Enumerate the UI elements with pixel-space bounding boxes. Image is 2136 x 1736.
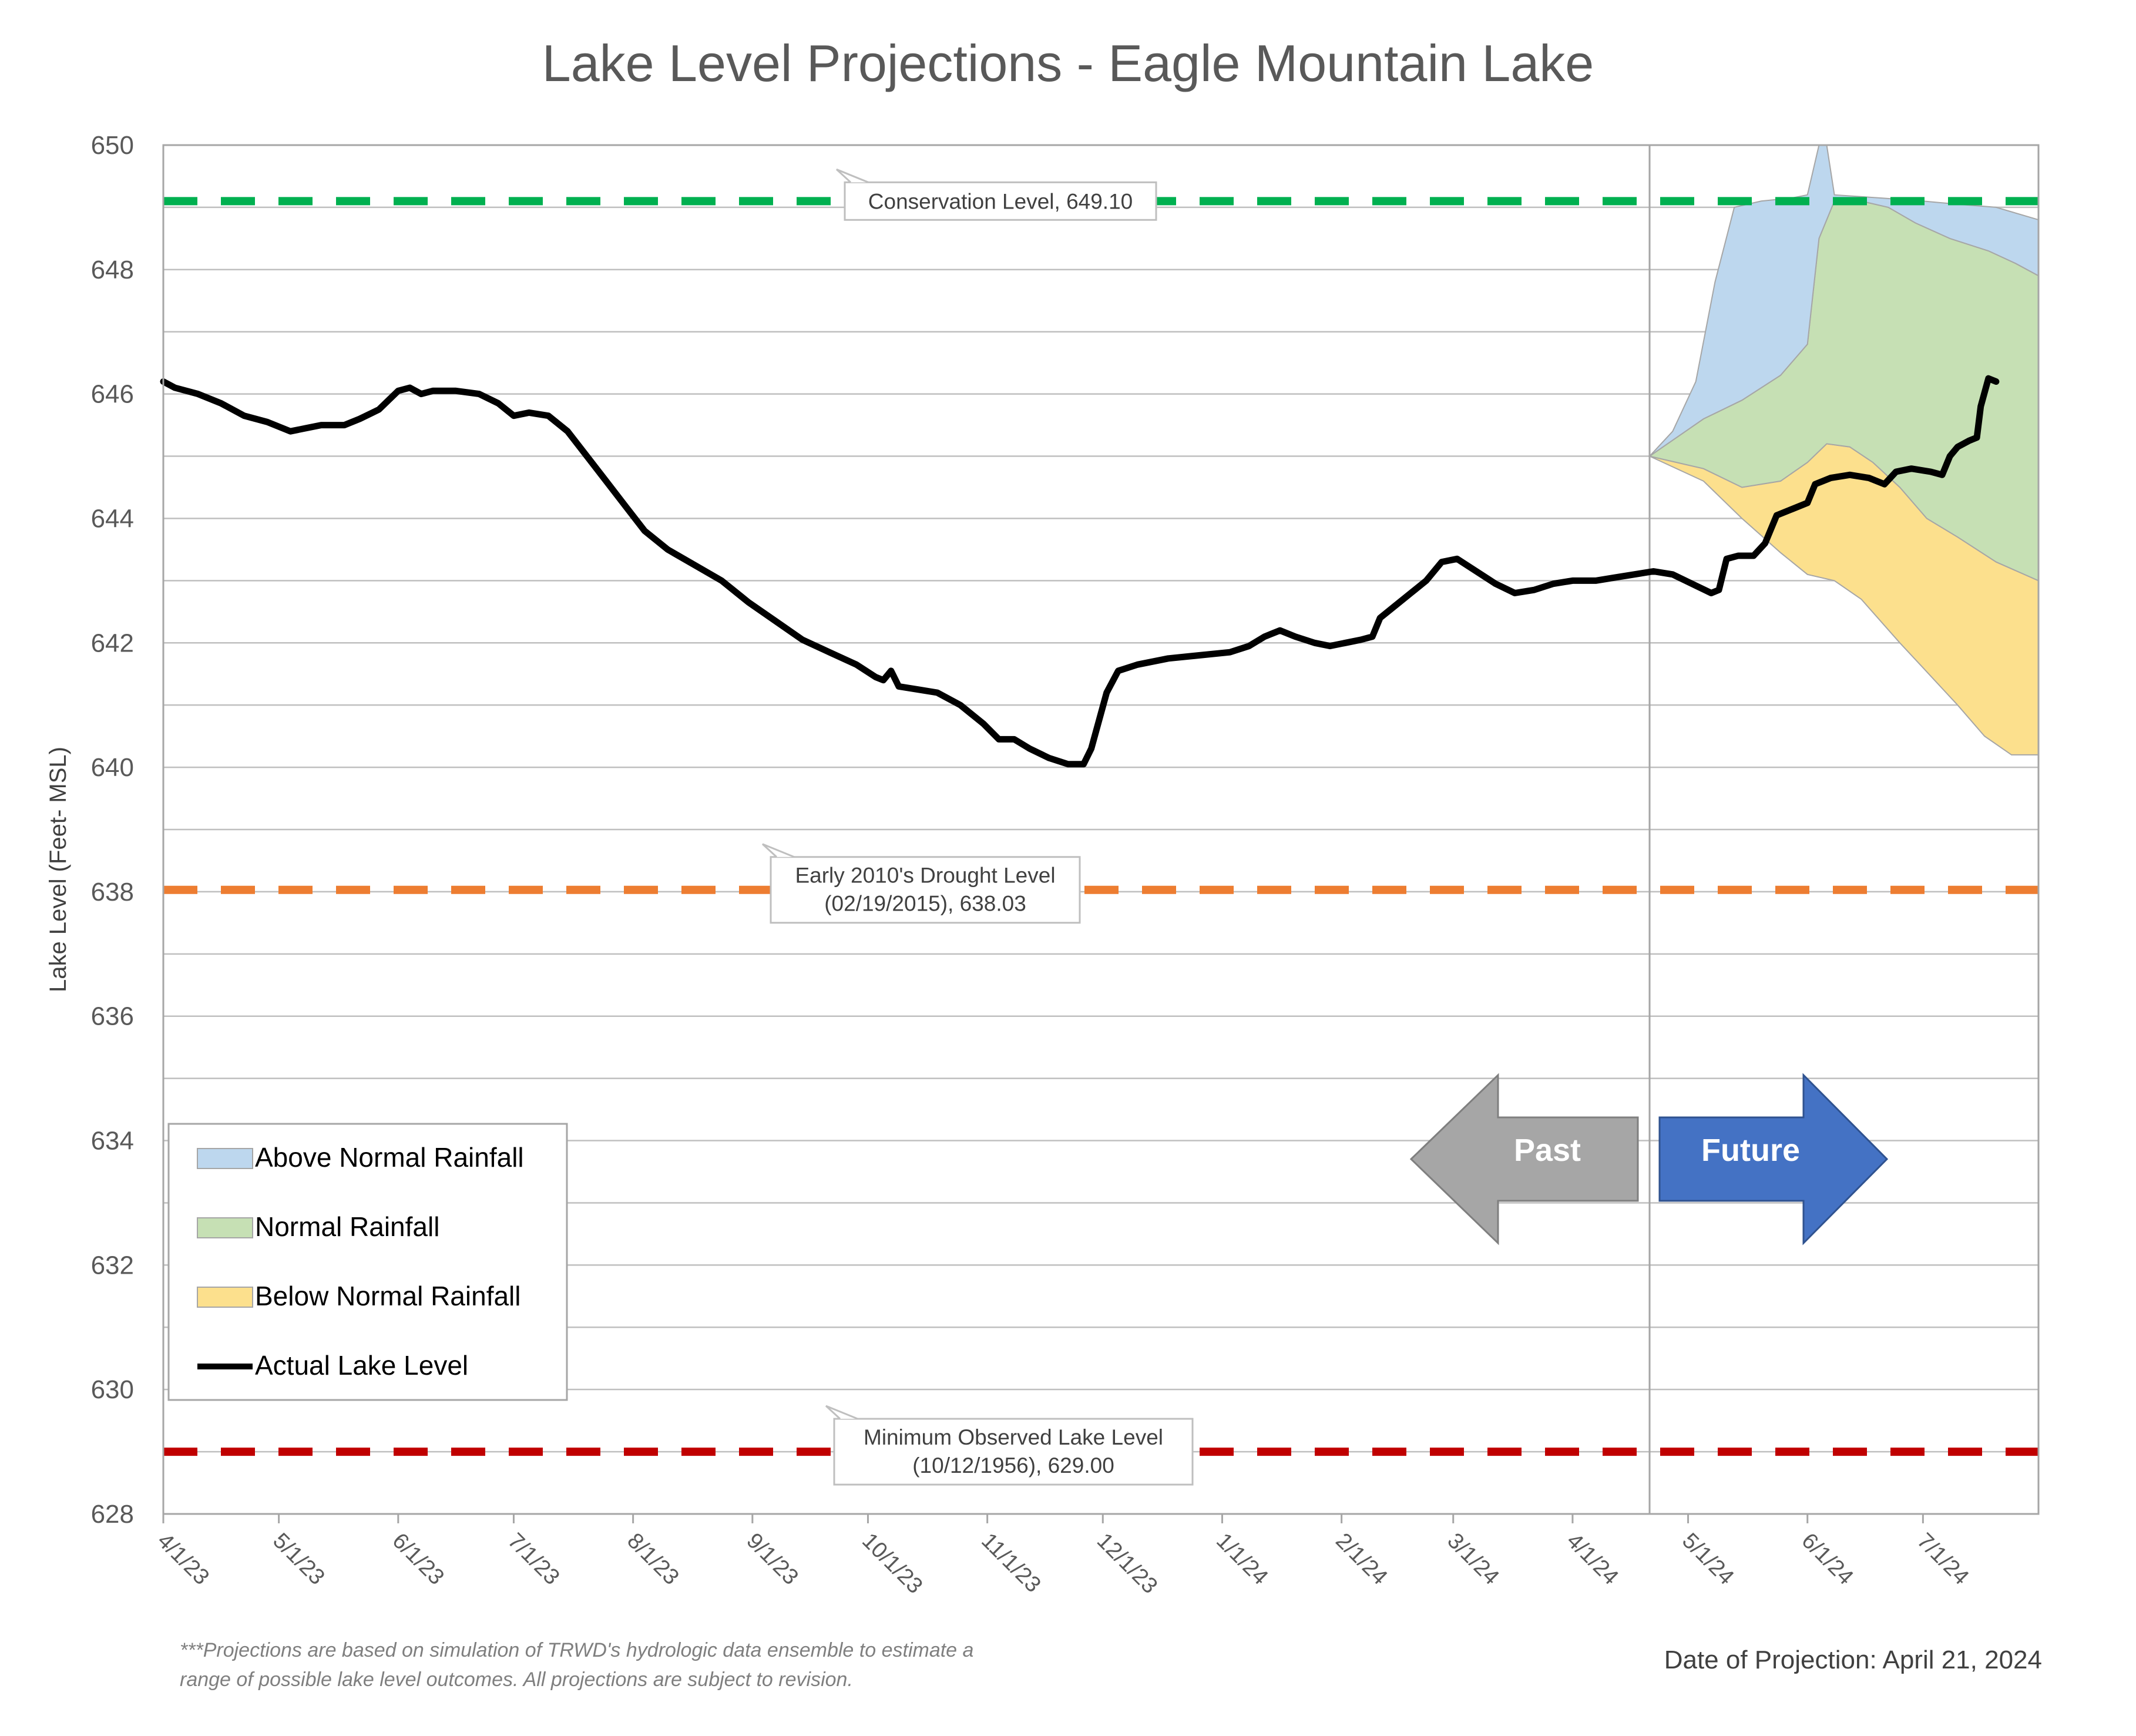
x-tick-label: 4/1/24 (1562, 1529, 1623, 1590)
x-tick-label: 12/1/23 (1092, 1529, 1162, 1599)
legend-label: Below Normal Rainfall (255, 1281, 521, 1311)
x-tick-label: 4/1/23 (153, 1529, 214, 1590)
x-tick-label: 5/1/23 (268, 1529, 329, 1590)
axes (162, 144, 2040, 1515)
x-tick-label: 2/1/24 (1331, 1529, 1392, 1590)
past-arrow-label: Past (1514, 1133, 1581, 1168)
callout-label: Conservation Level, 649.10 (868, 189, 1133, 213)
y-tick-label: 644 (91, 504, 134, 533)
projection-date: Date of Projection: April 21, 2024 (1664, 1646, 2042, 1674)
y-tick-label: 638 (91, 878, 134, 906)
y-tick-label: 640 (91, 753, 134, 782)
x-tick-label: 7/1/23 (503, 1529, 564, 1590)
x-tick-label: 6/1/23 (387, 1529, 448, 1590)
y-axis-label: Lake Level (Feet- MSL) (45, 747, 71, 992)
x-tick-label: 3/1/24 (1442, 1529, 1503, 1590)
callout-box (844, 181, 1157, 221)
y-tick-label: 628 (91, 1500, 134, 1529)
future-arrow-label: Future (1701, 1133, 1800, 1168)
x-tick-label: 1/1/24 (1211, 1529, 1272, 1590)
x-tick-label: 9/1/23 (741, 1529, 802, 1590)
x-tick-label: 5/1/24 (1677, 1529, 1738, 1590)
legend-swatch (197, 1217, 253, 1238)
reference-callouts: Conservation Level, 649.10 Early 2010's D… (761, 168, 1194, 1486)
band-above-normal-rainfall (1649, 145, 2039, 457)
callout-label: (10/12/1956), 629.00 (912, 1453, 1114, 1478)
future-arrow (1658, 1073, 1889, 1245)
legend-label: Actual Lake Level (255, 1350, 468, 1381)
past-future-arrows: Past Future (1409, 1073, 1889, 1245)
past-arrow (1409, 1073, 1639, 1245)
plot-border (162, 144, 2040, 1515)
legend: Above Normal Rainfall Normal Rainfall Belo… (167, 1123, 568, 1401)
callout-box (770, 856, 1081, 924)
y-tick-label: 650 (91, 131, 134, 160)
footnote: ***Projections are based on simulation o… (180, 1639, 973, 1691)
y-tick-label: 632 (91, 1251, 134, 1280)
y-tick-label: 636 (91, 1002, 134, 1031)
callout-label: (02/19/2015), 638.03 (824, 892, 1026, 916)
y-tick-label: 646 (91, 380, 134, 409)
legend-swatch (197, 1148, 253, 1169)
x-axis-ticks: 4/1/23 5/1/23 6/1/23 7/1/23 8/1/23 9/1/23 10/1… (153, 1514, 1973, 1599)
actual-lake-level-line (160, 375, 2000, 768)
projection-bands (1648, 145, 2039, 1514)
y-axis-ticks: 628 630 632 634 636 638 640 642 644 646 648 650 (91, 131, 134, 1529)
legend-box (167, 1123, 568, 1401)
x-tick-label: 10/1/23 (857, 1529, 927, 1599)
x-tick-label: 11/1/23 (976, 1529, 1045, 1597)
legend-label: Normal Rainfall (255, 1211, 439, 1242)
callout-label: Early 2010's Drought Level (795, 864, 1055, 888)
x-tick-label: 8/1/23 (622, 1529, 683, 1590)
x-tick-label: 7/1/24 (1912, 1529, 1973, 1590)
callout-pointer (835, 168, 869, 183)
y-tick-label: 648 (91, 256, 134, 284)
chart-title: Lake Level Projections - Eagle Mountain … (542, 34, 1594, 92)
callout-pointer (825, 1405, 858, 1420)
y-tick-label: 642 (91, 629, 134, 657)
legend-label: Above Normal Rainfall (255, 1142, 524, 1173)
y-tick-label: 630 (91, 1375, 134, 1404)
x-tick-label: 6/1/24 (1796, 1529, 1858, 1590)
legend-swatch (197, 1287, 253, 1308)
footnote-line: range of possible lake level outcomes. A… (180, 1668, 853, 1691)
actual-lake-level-series (160, 375, 2000, 768)
callout-pointer (761, 843, 795, 858)
y-tick-label: 634 (91, 1127, 134, 1156)
callout-label: Minimum Observed Lake Level (864, 1425, 1163, 1449)
callout-box (833, 1418, 1194, 1486)
footnote-line: ***Projections are based on simulation o… (180, 1639, 973, 1661)
